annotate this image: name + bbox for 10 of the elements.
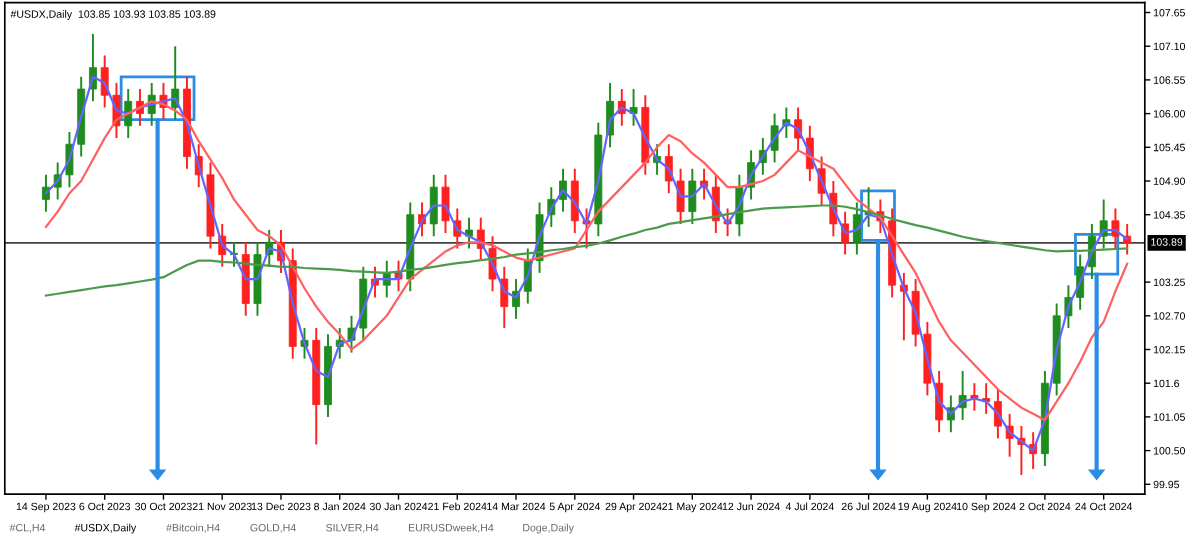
candlestick bbox=[629, 88, 638, 127]
candlestick bbox=[124, 88, 133, 140]
candlestick bbox=[441, 173, 450, 235]
candlestick bbox=[993, 388, 1002, 440]
candlestick bbox=[688, 167, 697, 225]
candlestick bbox=[1111, 207, 1120, 250]
candlestick bbox=[41, 173, 50, 213]
candlestick bbox=[429, 173, 438, 238]
candlestick bbox=[465, 216, 473, 250]
candlestick bbox=[1099, 198, 1108, 250]
